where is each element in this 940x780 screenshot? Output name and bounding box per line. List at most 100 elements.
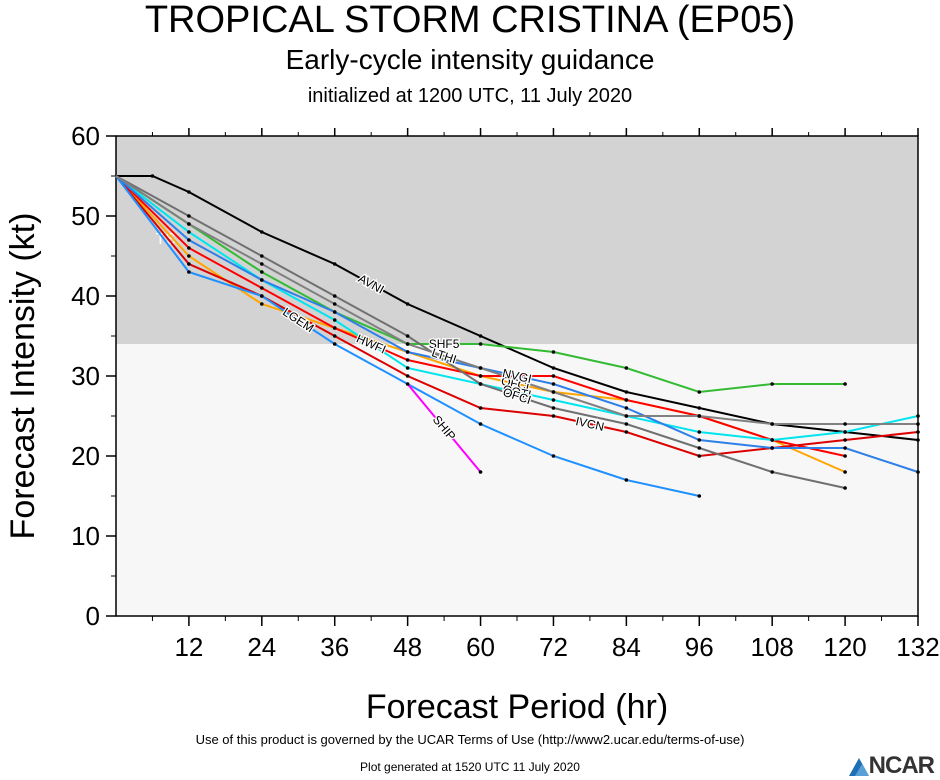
data-point-shf5	[624, 366, 629, 370]
data-point-ivcn	[624, 430, 629, 434]
data-point-ofci	[478, 382, 483, 386]
x-tick-label: 120	[823, 632, 866, 662]
y-tick-label: 40	[71, 281, 100, 311]
data-point-shf5	[478, 342, 483, 346]
y-axis-label: Forecast Intensity (kt)	[4, 213, 42, 540]
initialization-time: initialized at 1200 UTC, 11 July 2020	[307, 85, 633, 107]
data-point-lgem	[697, 494, 702, 498]
data-point-hwfi	[624, 398, 629, 402]
series-line-coti	[115, 175, 919, 442]
data-point-coti	[916, 414, 920, 418]
data-point-hwfi	[187, 246, 191, 250]
data-point-coti	[405, 366, 410, 370]
y-tick-label: 20	[71, 441, 100, 471]
x-tick-label: 72	[539, 632, 568, 662]
data-point-hwfi	[843, 454, 847, 458]
x-tick-label: 108	[750, 632, 793, 662]
data-point-lthi	[260, 262, 264, 266]
ncar-logo: NCAR	[848, 752, 935, 779]
data-point-ivcn	[916, 430, 920, 434]
x-tick-label: 132	[896, 632, 939, 662]
data-point-lthi	[187, 222, 191, 226]
data-point-hwfi	[332, 326, 337, 330]
data-point-avni	[260, 230, 264, 234]
data-point-coti	[843, 430, 847, 434]
x-tick-label: 12	[174, 632, 203, 662]
data-point-ofci	[697, 446, 702, 450]
data-point-lgem	[260, 294, 264, 298]
y-tick-label: 60	[71, 121, 100, 151]
data-point-lgem	[624, 478, 629, 482]
y-tick-label: 0	[86, 601, 100, 631]
data-point-avni	[478, 334, 483, 338]
data-point-lthi	[697, 414, 702, 418]
data-point-ivcn	[843, 438, 847, 442]
data-point-avni	[150, 174, 155, 178]
data-point-ofci	[843, 486, 847, 490]
data-point-ship	[478, 470, 483, 474]
series-line-ivcn	[115, 175, 919, 458]
chart-title: TROPICAL STORM CRISTINA (EP05)	[144, 0, 796, 41]
data-point-lthi	[551, 390, 556, 394]
data-point-lthi	[332, 302, 337, 306]
data-point-ofci	[187, 214, 191, 218]
x-tick-label: 84	[612, 632, 641, 662]
data-point-avni	[624, 390, 629, 394]
data-point-avni	[551, 366, 556, 370]
data-point-avni	[916, 438, 920, 442]
series-label-ofcl: OFCL	[500, 374, 535, 395]
data-point-ivcn	[551, 414, 556, 418]
depression-band	[116, 344, 918, 616]
data-point-avni	[697, 406, 702, 410]
series-label-coti: COTI	[501, 382, 532, 402]
data-point-ivcn	[405, 374, 410, 378]
data-point-ivcn	[697, 454, 702, 458]
data-point-coti	[551, 398, 556, 402]
data-point-shf5	[697, 390, 702, 394]
x-axis-label: Forecast Period (hr)	[366, 688, 668, 726]
data-point-nvgi	[332, 310, 337, 314]
series-line-lthi	[115, 175, 918, 425]
data-point-avni	[405, 302, 410, 306]
plot-generated-time: Plot generated at 1520 UTC 11 July 2020	[360, 760, 580, 774]
data-point-lthi	[405, 342, 410, 346]
data-point-coti	[332, 318, 337, 322]
tropical-storm-band	[116, 136, 918, 344]
chart-subtitle: Early-cycle intensity guidance	[285, 44, 655, 75]
data-point-lthi	[624, 414, 629, 418]
data-point-coti	[697, 430, 702, 434]
data-point-hwfi	[260, 286, 264, 290]
data-point-lgem	[478, 422, 483, 426]
data-point-ofcl	[843, 470, 847, 474]
x-tick-label: 60	[466, 632, 495, 662]
data-point-lthi	[843, 422, 847, 426]
series-line-nvgi	[115, 175, 919, 473]
data-point-hwfi	[478, 374, 483, 378]
data-point-lgem	[332, 342, 337, 346]
data-point-shf5	[770, 382, 774, 386]
x-tick-label: 48	[393, 632, 422, 662]
data-point-nvgi	[187, 238, 191, 242]
data-point-ivcn	[332, 334, 337, 338]
data-point-coti	[770, 438, 774, 442]
y-tick-label: 10	[71, 521, 100, 551]
series-line-ship	[406, 383, 482, 473]
data-point-avni	[187, 190, 191, 194]
data-point-avni	[332, 262, 337, 266]
x-tick-label: 96	[685, 632, 714, 662]
data-point-shf5	[551, 350, 556, 354]
data-point-hwfi	[551, 374, 556, 378]
data-point-lthi	[770, 422, 774, 426]
data-point-nvgi	[770, 446, 774, 450]
x-tick-label: 36	[320, 632, 349, 662]
data-point-ofci	[770, 470, 774, 474]
data-point-nvgi	[551, 382, 556, 386]
data-point-ofci	[260, 254, 264, 258]
series-label-shf5: SHF5	[429, 337, 460, 351]
data-point-nvgi	[260, 278, 264, 282]
data-point-lgem	[187, 270, 191, 274]
data-point-ofci	[624, 422, 629, 426]
data-point-ivcn	[187, 262, 191, 266]
y-tick-label: 50	[71, 201, 100, 231]
